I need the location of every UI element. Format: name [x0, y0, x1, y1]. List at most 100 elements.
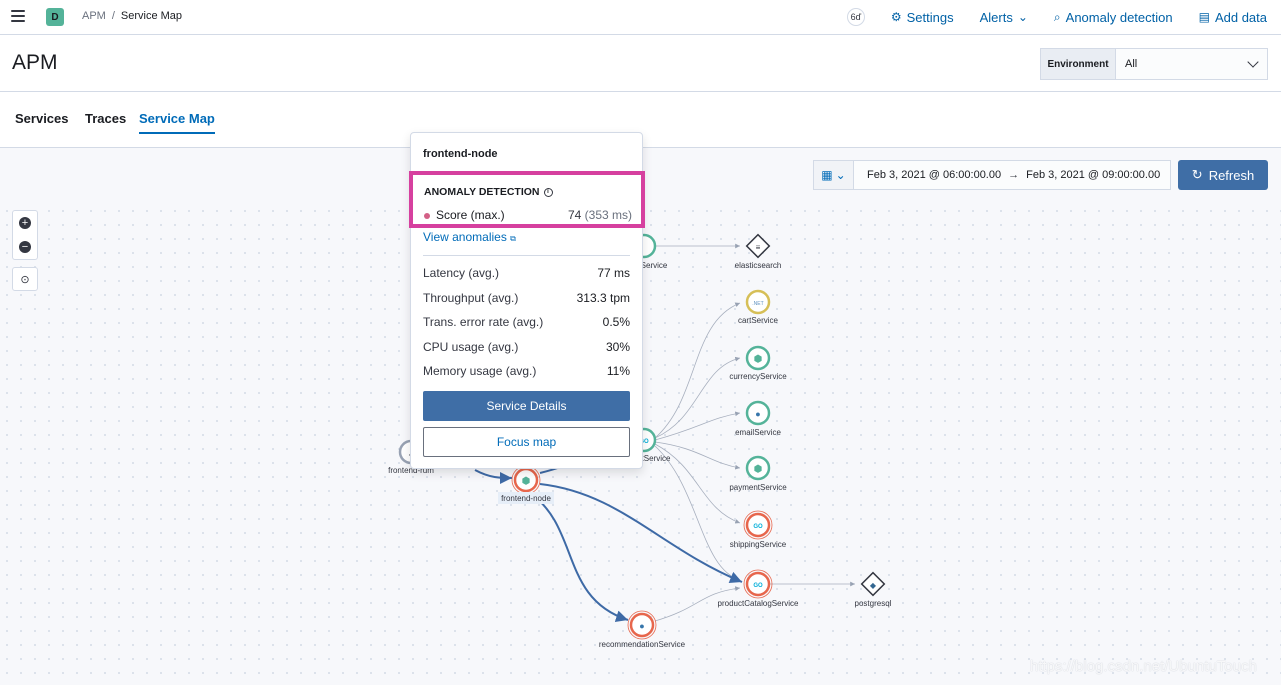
tab-services[interactable]: Services	[15, 111, 69, 126]
node-label-frontend-node: frontend-node	[501, 494, 551, 503]
svg-text:●: ●	[755, 409, 760, 419]
node-frontend-node[interactable]: ⬢ frontend-node	[498, 465, 554, 504]
environment-value[interactable]: All	[1116, 49, 1267, 79]
metric-row: Throughput (avg.) 313.3 tpm	[423, 291, 630, 316]
node-label-cart: cartService	[738, 316, 779, 325]
breadcrumb-apm[interactable]: APM	[82, 10, 106, 22]
view-anomalies-link[interactable]: View anomalies ⧉	[423, 230, 516, 244]
node-label-payment: paymentService	[729, 483, 787, 492]
breadcrumb: APM / Service Map	[82, 10, 182, 22]
metric-row: Trans. error rate (avg.) 0.5%	[423, 315, 630, 340]
arrow-right-icon: →	[1008, 169, 1020, 181]
zoom-controls: + −	[12, 210, 38, 260]
node-label-top-service: Service	[641, 261, 668, 270]
svg-text:◆: ◆	[870, 581, 877, 590]
metric-value: 11%	[606, 364, 630, 378]
svg-text:GO: GO	[753, 583, 763, 589]
anomaly-score-row: Score (max.) 74 (353 ms)	[424, 208, 632, 222]
anomaly-icon: ⌕	[1053, 9, 1061, 24]
node-label-currency: currencyService	[729, 372, 787, 381]
metric-label: Latency (avg.)	[423, 266, 500, 280]
date-start[interactable]: Feb 3, 2021 @ 06:00:00.00	[867, 169, 1002, 181]
center-map-button[interactable]: ⊙	[12, 267, 38, 291]
chevron-down-icon: ⌄	[835, 168, 846, 182]
node-popover: frontend-node ANOMALY DETECTION i Score …	[409, 132, 645, 469]
service-details-button[interactable]: Service Details	[423, 391, 630, 421]
minus-icon: −	[19, 241, 31, 253]
metric-row: Memory usage (avg.) 11%	[423, 364, 630, 389]
date-picker[interactable]: ▦ ⌄ Feb 3, 2021 @ 06:00:00.00 → Feb 3, 2…	[813, 160, 1171, 190]
environment-label: Environment	[1041, 49, 1116, 79]
node-productCatalogService[interactable]: GO productCatalogService	[718, 569, 799, 608]
node-label-shipping: shippingService	[730, 540, 787, 549]
metric-row: Latency (avg.) 77 ms	[423, 266, 630, 291]
node-postgresql[interactable]: ◆ postgresql	[855, 571, 892, 608]
node-emailService[interactable]: ● emailService	[735, 400, 781, 437]
svg-text:GO: GO	[639, 439, 649, 445]
svg-text:≡: ≡	[756, 243, 761, 252]
metric-value: 313.3 tpm	[576, 290, 630, 305]
node-label-elasticsearch: elasticsearch	[735, 261, 782, 270]
metric-value: 0.5%	[602, 315, 630, 329]
node-currencyService[interactable]: ⬢ currencyService	[729, 345, 787, 381]
status-dot-icon	[424, 212, 430, 219]
svg-text:GO: GO	[753, 524, 763, 530]
svg-text:●: ●	[639, 621, 644, 631]
metric-label: Memory usage (avg.)	[423, 364, 537, 378]
zoom-in-button[interactable]: +	[13, 211, 37, 235]
node-cartService[interactable]: .NET cartService	[738, 289, 779, 325]
refresh-button[interactable]: ↻ Refresh	[1178, 160, 1268, 190]
help-icon[interactable]: 6ď	[846, 8, 865, 26]
add-data-link[interactable]: ▤ Add data	[1199, 10, 1267, 25]
date-end[interactable]: Feb 3, 2021 @ 09:00:00.00	[1026, 169, 1161, 181]
calendar-button[interactable]: ▦ ⌄	[814, 161, 854, 189]
node-shippingService[interactable]: GO shippingService	[730, 510, 787, 549]
external-link-icon: ⧉	[510, 234, 516, 243]
metric-label: CPU usage (avg.)	[423, 339, 519, 354]
refresh-label: Refresh	[1208, 167, 1255, 183]
watermark: https://blog.csdn.net/UbuntuTouch	[1030, 658, 1257, 675]
metric-row: CPU usage (avg.) 30%	[423, 340, 630, 365]
chevron-down-icon: ⌄	[1017, 10, 1028, 24]
anomaly-detection-label: Anomaly detection	[1065, 9, 1173, 25]
crosshair-icon: ⊙	[20, 273, 30, 286]
score-value: 74	[567, 208, 582, 222]
edges	[654, 243, 855, 622]
node-elasticsearch[interactable]: ≡ elasticsearch	[735, 233, 782, 270]
chevron-down-icon	[1247, 56, 1259, 68]
focus-map-button[interactable]: Focus map	[423, 427, 630, 457]
divider	[423, 255, 630, 256]
node-label-recommendation: recommendationService	[599, 640, 686, 649]
anomaly-detection-link[interactable]: ⌕ Anomaly detection	[1054, 10, 1173, 25]
page-header: APM Environment All	[0, 35, 1281, 92]
view-anomalies-label: View anomalies	[423, 230, 507, 244]
metric-value: 30%	[605, 339, 630, 354]
add-data-label: Add data	[1214, 9, 1267, 25]
anomaly-heading-text: ANOMALY DETECTION	[424, 186, 540, 198]
settings-link[interactable]: ⚙ Settings	[891, 10, 954, 25]
svg-text:.NET: .NET	[752, 301, 763, 307]
header-actions: 6ď ⚙ Settings Alerts ⌄ ⌕ Anomaly detecti…	[846, 8, 1267, 26]
plus-icon: +	[19, 217, 31, 229]
node-recommendationService[interactable]: ● recommendationService	[599, 610, 686, 649]
settings-label: Settings	[906, 9, 954, 25]
metric-value: 77 ms	[597, 266, 630, 280]
node-paymentService[interactable]: ⬢ paymentService	[729, 455, 787, 492]
node-label-postgresql: postgresql	[855, 599, 892, 608]
zoom-out-button[interactable]: −	[13, 235, 37, 259]
anomaly-heading: ANOMALY DETECTION i	[424, 186, 553, 198]
tab-service-map[interactable]: Service Map	[139, 111, 215, 134]
svg-text:⬢: ⬢	[754, 464, 763, 475]
node-label-productCatalog: productCatalogService	[718, 599, 799, 608]
alerts-dropdown[interactable]: Alerts ⌄	[980, 10, 1028, 25]
metric-label: Throughput (avg.)	[423, 290, 519, 305]
breadcrumb-service-map: Service Map	[120, 10, 183, 22]
environment-select[interactable]: Environment All	[1040, 48, 1268, 80]
menu-icon[interactable]	[11, 10, 25, 22]
add-data-icon: ▤	[1198, 10, 1210, 24]
tab-traces[interactable]: Traces	[85, 111, 127, 126]
info-icon[interactable]: i	[543, 187, 553, 197]
metric-label: Trans. error rate (avg.)	[423, 315, 544, 329]
service-map-graph: ≡ elasticsearch .NET cartService ⬢ curre…	[388, 233, 892, 649]
space-avatar[interactable]: D	[46, 8, 64, 26]
